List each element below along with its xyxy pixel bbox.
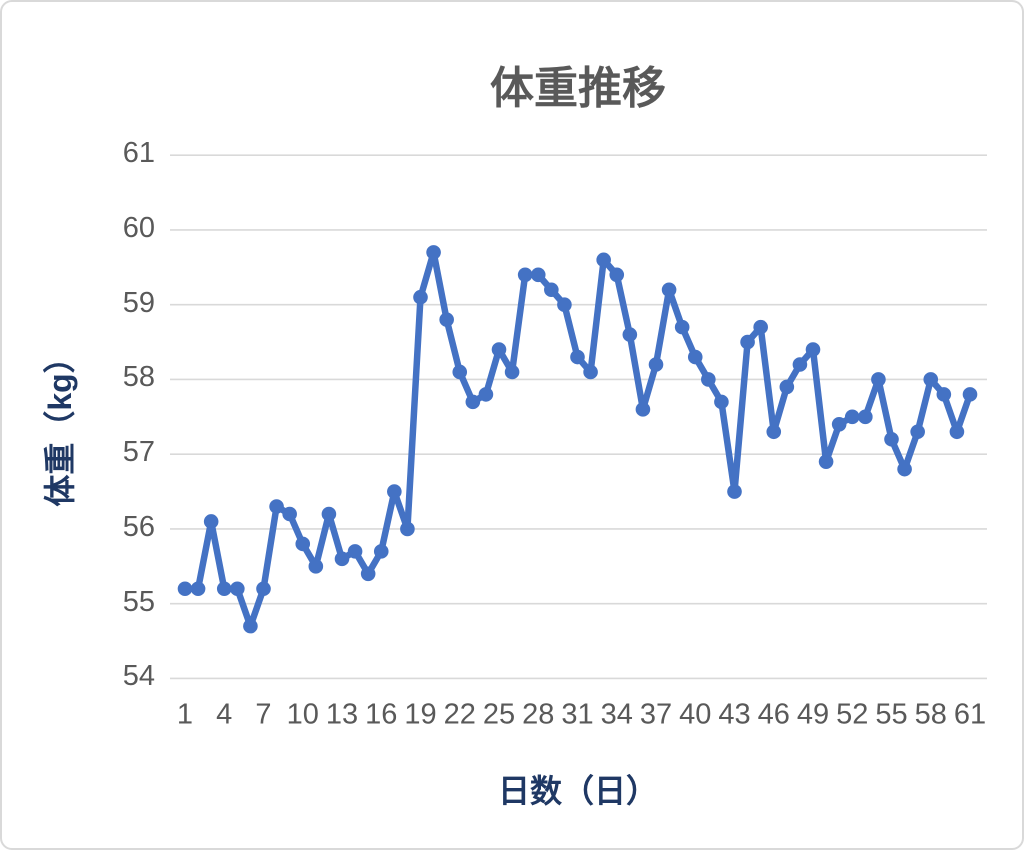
data-point (230, 581, 245, 597)
data-point (635, 402, 651, 417)
data-point (504, 364, 520, 380)
x-tick-label: 1 (176, 698, 194, 731)
x-tick-label: 46 (757, 698, 790, 731)
data-point (426, 245, 441, 260)
x-tick-label: 25 (482, 698, 516, 731)
data-point (321, 506, 337, 522)
data-point (216, 581, 232, 597)
x-tick-label: 52 (836, 698, 869, 731)
data-point (910, 424, 925, 440)
data-point (936, 387, 952, 402)
data-point (805, 342, 821, 357)
x-tick-label: 37 (639, 698, 673, 731)
data-point (256, 581, 271, 597)
data-point (818, 454, 834, 469)
data-point (413, 289, 428, 305)
x-tick-label: 61 (953, 698, 987, 731)
x-tick-label: 40 (679, 698, 712, 731)
data-point (243, 618, 258, 634)
data-point (308, 559, 324, 574)
x-tick-label: 10 (286, 698, 319, 731)
data-point (387, 484, 402, 499)
data-point (884, 431, 899, 447)
data-point (478, 387, 494, 402)
data-point (779, 379, 795, 395)
x-tick-label: 31 (561, 698, 594, 731)
data-point (701, 372, 716, 387)
data-point (596, 252, 611, 268)
x-tick-label: 7 (255, 698, 272, 731)
data-point (962, 387, 978, 402)
data-point (557, 297, 572, 313)
x-tick-label: 28 (522, 698, 555, 731)
data-point (530, 267, 546, 283)
data-point (661, 282, 677, 298)
data-point (871, 372, 886, 387)
x-tick-label: 58 (914, 698, 947, 731)
data-point (334, 551, 350, 567)
chart-title: 体重推移 (490, 64, 666, 113)
data-point (452, 364, 468, 380)
data-point (203, 514, 219, 529)
data-point (609, 267, 625, 283)
data-point (570, 349, 585, 365)
x-axis-title: 日数（日） (497, 773, 659, 809)
data-point (373, 544, 389, 559)
y-tick-label: 55 (122, 585, 155, 618)
data-point (740, 334, 755, 350)
data-point (360, 566, 376, 582)
data-point (544, 282, 559, 298)
data-point (923, 372, 939, 387)
data-point (792, 357, 808, 372)
data-point (753, 319, 768, 335)
y-axis-title: 体重（kg） (42, 341, 78, 507)
data-point (844, 409, 860, 425)
x-tick-label: 13 (325, 698, 359, 731)
data-point (400, 521, 415, 537)
x-tick-label: 16 (365, 698, 398, 731)
data-point (269, 499, 284, 514)
x-tick-label: 4 (216, 698, 233, 731)
x-tick-label: 55 (875, 698, 908, 731)
x-tick-label: 22 (443, 698, 476, 731)
data-point (465, 394, 481, 410)
data-point (347, 544, 363, 559)
data-point (687, 349, 703, 365)
data-point (949, 424, 965, 440)
data-point (766, 424, 782, 440)
data-point (897, 461, 912, 477)
data-point (858, 409, 873, 425)
x-tick-label: 49 (796, 698, 830, 731)
data-point (282, 506, 297, 522)
data-point (439, 312, 454, 327)
data-point (295, 536, 311, 552)
data-point (727, 484, 742, 499)
y-tick-label: 56 (122, 511, 155, 544)
data-point (190, 581, 206, 597)
data-point (583, 364, 598, 380)
data-point (622, 327, 638, 342)
y-tick-label: 59 (122, 286, 155, 319)
y-tick-label: 61 (122, 137, 155, 170)
y-tick-label: 57 (122, 436, 155, 469)
x-tick-label: 34 (600, 698, 633, 731)
data-point (177, 581, 193, 597)
data-point (648, 357, 664, 372)
data-point (517, 267, 533, 283)
data-point (674, 319, 690, 335)
y-tick-label: 54 (122, 660, 155, 693)
x-tick-label: 43 (718, 698, 751, 731)
weight-series-line (181, 249, 974, 630)
y-tick-label: 60 (122, 212, 155, 245)
x-tick-label: 19 (404, 698, 437, 731)
data-point (714, 394, 729, 410)
data-point (491, 342, 507, 357)
data-point (831, 417, 847, 432)
y-tick-label: 58 (122, 361, 155, 394)
